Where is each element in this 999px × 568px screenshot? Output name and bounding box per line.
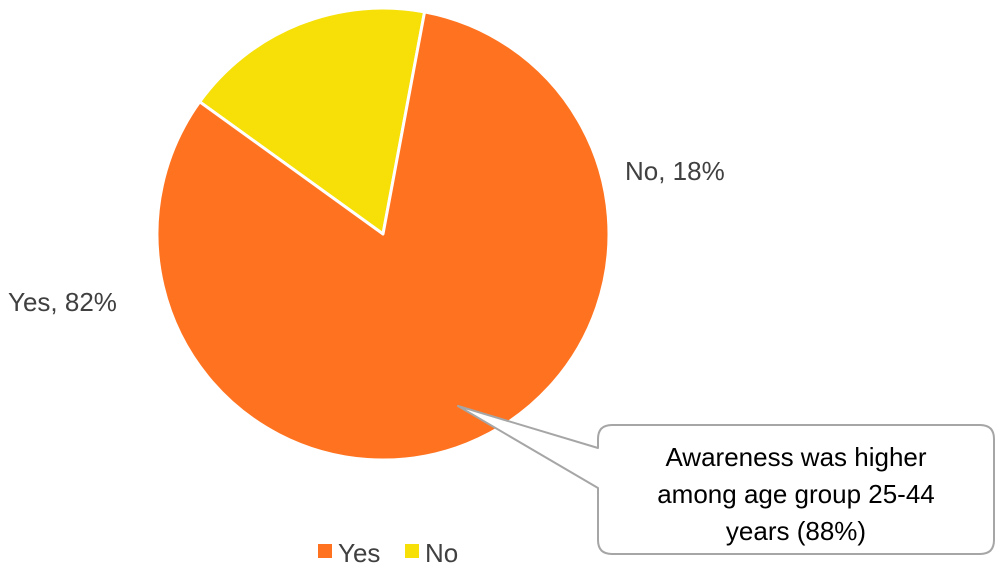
callout-annotation: Awareness was higher among age group 25-… [457,405,995,555]
legend-swatch-yes [318,544,332,558]
legend-label-yes: Yes [338,538,380,568]
pie-slice-no [198,6,427,236]
callout-line-3: years (88%) [726,516,866,546]
slice-label-yes: Yes, 82% [8,287,117,317]
callout-line-2: among age group 25-44 [657,479,935,509]
legend-swatch-no [405,544,419,558]
legend-label-no: No [425,538,458,568]
pie-slice-yes [155,10,611,462]
slice-label-no: No, 18% [625,156,725,186]
callout-box [457,405,995,555]
pie-slices [155,6,611,462]
legend: Yes No [318,538,458,568]
callout-line-1: Awareness was higher [665,442,926,472]
